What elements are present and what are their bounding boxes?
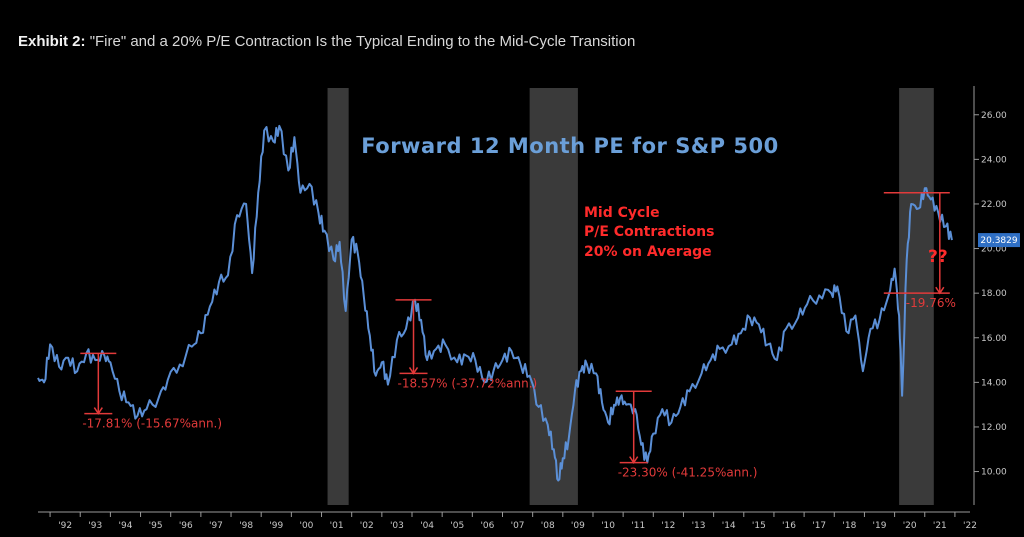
y-tick-label-2: 14.00 [981, 378, 1007, 388]
x-tick-label-1: '93 [88, 521, 102, 531]
x-tick-label-25: '17 [812, 521, 826, 531]
annotation-label-2: -23.30% (-41.25%ann.) [618, 466, 758, 480]
x-tick-label-27: '19 [873, 521, 887, 531]
x-tick-label-14: '06 [480, 521, 494, 531]
x-tick-label-3: '95 [149, 521, 163, 531]
x-tick-label-15: '07 [511, 521, 525, 531]
x-tick-label-26: '18 [842, 521, 856, 531]
exhibit-label: Exhibit 2: [18, 33, 86, 50]
x-tick-label-22: '14 [722, 521, 736, 531]
x-tick-label-30: '22 [963, 521, 977, 531]
x-tick-label-6: '98 [239, 521, 253, 531]
x-tick-label-18: '10 [601, 521, 615, 531]
x-tick-label-23: '15 [752, 521, 766, 531]
exhibit-text: "Fire" and a 20% P/E Contraction Is the … [89, 33, 636, 50]
x-tick-label-19: '11 [631, 521, 645, 531]
x-tick-label-5: '97 [209, 521, 223, 531]
y-tick-label-8: 26.00 [981, 111, 1007, 121]
annotation-label-0: -17.81% (-15.67%ann.) [82, 417, 222, 431]
x-tick-label-13: '05 [450, 521, 464, 531]
y-tick-label-4: 18.00 [981, 289, 1007, 299]
annotation-label-3: -19.76% [906, 296, 956, 310]
x-tick-label-28: '20 [903, 521, 917, 531]
x-tick-label-20: '12 [661, 521, 675, 531]
pe-series-line-0 [37, 124, 953, 482]
x-tick-label-21: '13 [692, 521, 706, 531]
x-tick-label-2: '94 [119, 521, 133, 531]
x-tick-label-12: '04 [420, 521, 434, 531]
note-line-3: 20% on Average [584, 244, 712, 260]
x-tick-label-24: '16 [782, 521, 796, 531]
x-tick-label-8: '00 [299, 521, 313, 531]
chart-title: Forward 12 Month PE for S&P 500 [361, 134, 778, 158]
x-tick-label-4: '96 [179, 521, 193, 531]
exhibit-title: Exhibit 2: "Fire" and a 20% P/E Contract… [18, 33, 635, 50]
y-tick-label-1: 12.00 [981, 423, 1007, 433]
y-tick-label-5: 20.00 [981, 245, 1007, 255]
y-tick-label-7: 24.00 [981, 155, 1007, 165]
question-marks: ?? [928, 247, 948, 267]
y-tick-label-3: 16.00 [981, 334, 1007, 344]
contraction-annotations: -17.81% (-15.67%ann.) -18.57% (-37.72%ann… [80, 192, 956, 480]
y-tick-label-0: 10.00 [981, 468, 1007, 478]
last-value-box [978, 233, 1020, 248]
x-tick-label-17: '09 [571, 521, 585, 531]
x-tick-label-11: '03 [390, 521, 404, 531]
x-tick-label-9: '01 [330, 521, 344, 531]
annotation-label-1: -18.57% (-37.72%ann.) [398, 376, 538, 390]
note-line-1: Mid Cycle [584, 205, 660, 221]
x-tick-label-29: '21 [933, 521, 947, 531]
pe-series: 20.3829 [37, 124, 1020, 482]
recession-band-0 [327, 88, 349, 505]
x-tick-label-7: '99 [269, 521, 283, 531]
note-line-2: P/E Contractions [584, 224, 714, 240]
x-tick-label-10: '02 [360, 521, 374, 531]
x-tick-label-16: '08 [541, 521, 555, 531]
x-tick-label-0: '92 [58, 521, 72, 531]
last-value-label: 20.3829 [980, 236, 1017, 246]
y-tick-label-6: 22.00 [981, 200, 1007, 210]
axes: 10.00 12.00 14.00 16.00 18.00 20.00 22.00 24.00… [38, 86, 1007, 531]
